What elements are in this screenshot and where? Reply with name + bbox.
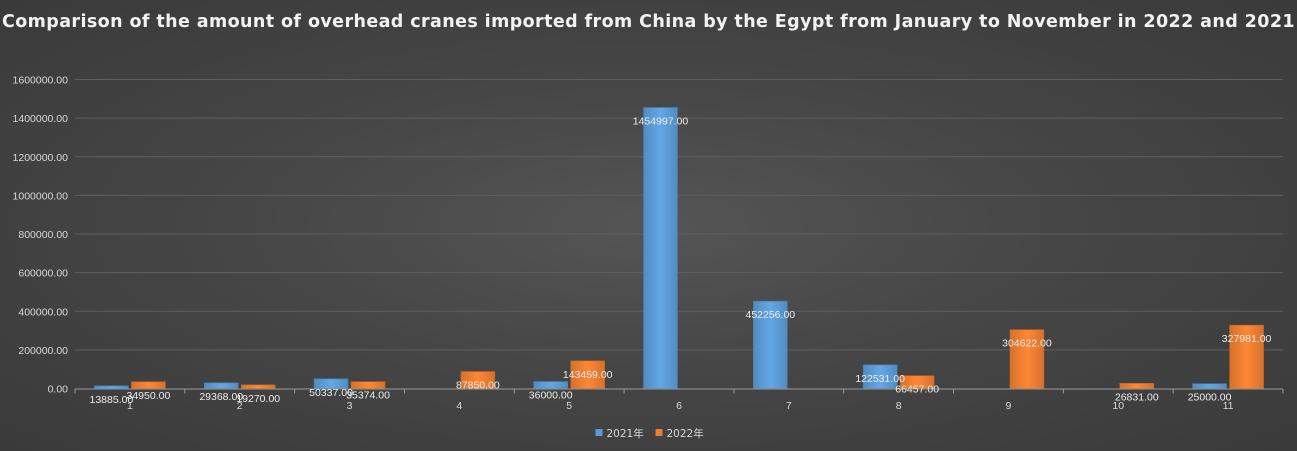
bar-2021: [1192, 383, 1227, 389]
bar-2021: [203, 382, 239, 389]
data-label: 87850.00: [456, 380, 500, 392]
bar-2022: [1119, 383, 1155, 389]
x-tick-label: 5: [566, 400, 572, 412]
data-label: 19270.00: [236, 393, 280, 405]
bar-2022: [350, 381, 386, 389]
x-tick-label: 6: [676, 400, 682, 412]
y-tick-label: 400000.00: [18, 306, 68, 318]
legend-label: 2022年: [667, 427, 704, 440]
data-label: 452256.00: [745, 309, 795, 321]
data-label: 34950.00: [127, 390, 171, 402]
bar-2021: [533, 381, 568, 389]
y-tick-label: 600000.00: [18, 268, 68, 280]
y-tick-label: 1000000.00: [13, 190, 69, 202]
bar-2021: [643, 107, 678, 389]
y-tick-label: 200000.00: [18, 345, 68, 357]
data-label: 122531.00: [855, 373, 905, 385]
data-label: 143459.00: [563, 369, 613, 381]
bar-2022: [240, 384, 276, 389]
y-tick-label: 1400000.00: [13, 113, 69, 125]
data-label: 50337.00: [309, 387, 353, 399]
legend-swatch: [595, 429, 603, 436]
bar-2021: [94, 385, 129, 389]
data-label: 25000.00: [1188, 392, 1232, 404]
bar-2022: [570, 360, 605, 389]
bar-2022: [131, 381, 166, 389]
data-label: 35374.00: [346, 390, 390, 402]
legend-swatch: [655, 429, 663, 436]
x-tick-label: 2: [237, 400, 243, 412]
y-tick-label: 800000.00: [18, 229, 68, 241]
data-label: 304622.00: [1002, 338, 1052, 350]
legend-label: 2021年: [607, 427, 644, 440]
x-tick-label: 11: [1223, 400, 1234, 412]
data-label: 327981.00: [1222, 333, 1272, 345]
data-label: 29368.00: [199, 391, 243, 403]
chart-title: Comparison of the amount of overhead cra…: [2, 12, 1295, 32]
y-tick-label: 0.00: [48, 384, 69, 396]
x-tick-label: 3: [347, 400, 353, 412]
y-tick-label: 1600000.00: [13, 75, 69, 87]
x-tick-label: 1: [127, 400, 133, 412]
bar-2022: [1229, 324, 1264, 389]
data-label: 26831.00: [1115, 391, 1159, 403]
data-label: 1454997.00: [633, 116, 689, 128]
data-label: 36000.00: [529, 390, 573, 402]
bar-2022: [1009, 329, 1045, 389]
x-tick-label: 8: [896, 400, 902, 412]
x-tick-label: 7: [786, 400, 792, 412]
x-tick-label: 4: [456, 400, 462, 412]
x-tick-label: 10: [1112, 400, 1124, 412]
data-label: 13885.00: [90, 394, 134, 406]
bar-2021: [753, 300, 788, 389]
data-label: 66457.00: [895, 384, 939, 396]
y-tick-label: 1200000.00: [13, 152, 69, 164]
x-tick-label: 9: [1006, 400, 1012, 412]
